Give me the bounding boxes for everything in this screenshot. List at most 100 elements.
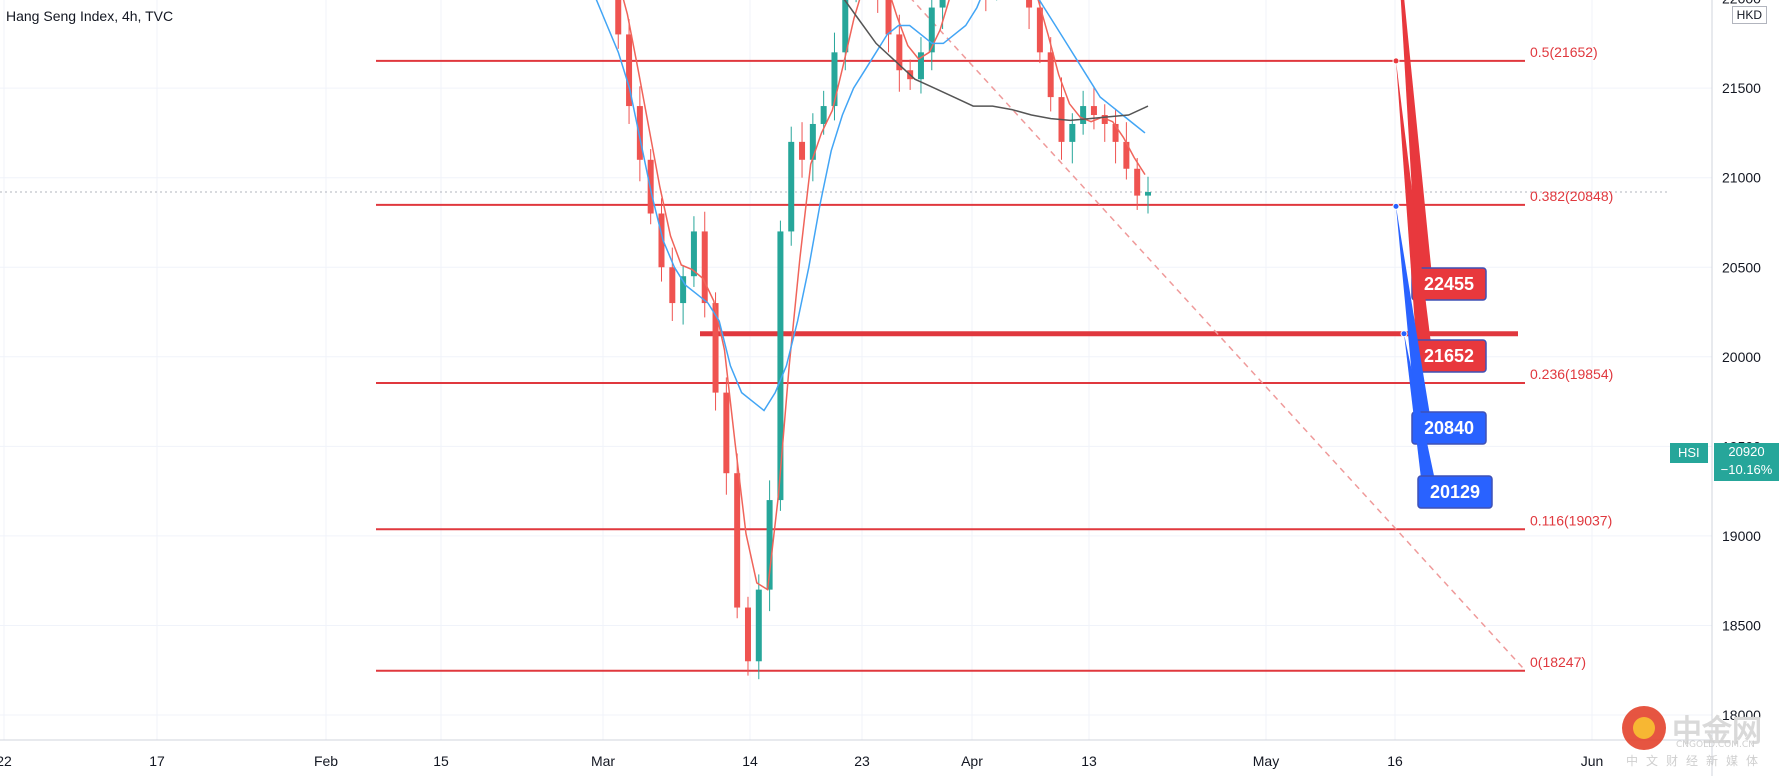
candle	[669, 247, 676, 321]
x-axis: 22 17 Feb 15 Mar 14 23 Apr 13 May 16 Jun	[0, 739, 1712, 769]
ma-blue-line	[595, 0, 1146, 412]
candle	[1047, 37, 1054, 112]
candle	[877, 0, 879, 13]
candle	[896, 14, 903, 92]
fib-level-label: 0.382(20848)	[1530, 188, 1613, 204]
candle-body	[680, 276, 687, 304]
y-tick-label: 19000	[1722, 528, 1761, 544]
candle-body	[1080, 106, 1087, 124]
x-tick-label: 16	[1387, 753, 1403, 769]
candle	[1145, 176, 1151, 214]
candle	[680, 265, 687, 325]
fib-level-label: 0.236(19854)	[1530, 366, 1613, 382]
x-tick-label: 22	[0, 753, 12, 769]
candle	[1080, 90, 1087, 135]
last-price-value: 20920	[1728, 444, 1765, 459]
last-price-tag: 20920 −10.16%	[1714, 443, 1779, 481]
candle	[1036, 0, 1043, 64]
candle-body	[885, 0, 892, 35]
candle	[755, 574, 762, 680]
callout-anchor	[1400, 330, 1408, 338]
candle-body	[896, 34, 903, 71]
trendline	[911, 0, 1526, 671]
watermark-brand: 中金网	[1672, 714, 1762, 749]
candle	[885, 0, 892, 53]
candle-body	[1123, 141, 1130, 169]
symbol-tag: HSI	[1670, 443, 1708, 463]
callout-label: 20840	[1424, 418, 1474, 438]
candle-body	[1101, 115, 1108, 124]
candle	[928, 0, 935, 71]
candle-body	[799, 141, 806, 160]
x-tick-label: Jun	[1581, 753, 1604, 769]
watermark-logo	[1620, 704, 1779, 774]
candle	[917, 37, 924, 94]
x-tick-label: 23	[854, 753, 870, 769]
price-change: −10.16%	[1720, 462, 1773, 477]
y-tick-label: 21500	[1722, 80, 1761, 96]
x-tick-label: Feb	[314, 753, 338, 769]
candlesticks	[615, 0, 1151, 680]
x-tick-label: 15	[433, 753, 449, 769]
candle	[788, 126, 795, 246]
y-tick-label: 18000	[1722, 707, 1761, 723]
candle	[1069, 113, 1076, 164]
callout-anchor	[1392, 202, 1400, 210]
candle-body	[831, 52, 838, 107]
candle-body	[1090, 106, 1097, 116]
candle-body	[744, 607, 751, 662]
fib-levels: 1(25057)0.852(24049)0.736(23259)0.618(22…	[376, 0, 1613, 672]
y-tick-label: 21000	[1722, 170, 1761, 186]
price-callout: 22455	[1400, 0, 1487, 301]
candle-body	[723, 392, 730, 474]
candle	[766, 480, 773, 612]
candle	[658, 198, 665, 282]
candle-body	[626, 34, 633, 107]
candle-body	[690, 231, 697, 277]
moving-averages	[595, 0, 1149, 591]
chart-title: Hang Seng Index, 4h, TVC	[6, 8, 174, 24]
callout-pointer	[1396, 60, 1434, 369]
callout-box	[1417, 475, 1493, 509]
candle-body	[1069, 123, 1076, 142]
candle	[799, 122, 806, 178]
candle-body	[928, 7, 935, 53]
candle	[1101, 104, 1108, 142]
callout-box	[1411, 411, 1487, 445]
callout-label: 20129	[1430, 482, 1480, 502]
candle-body	[1026, 0, 1033, 8]
candle-body	[712, 303, 719, 393]
fib-level-label: 0.116(19037)	[1530, 512, 1612, 528]
candle-body	[1112, 123, 1119, 142]
candle	[615, 0, 622, 49]
candle-body	[636, 106, 643, 160]
candle	[723, 377, 730, 495]
watermark-tagline: 中文财经新媒体	[1626, 754, 1767, 768]
ma-black-line	[843, 0, 1149, 122]
candle-body	[917, 52, 924, 80]
candle	[1090, 86, 1097, 130]
candle	[734, 453, 741, 619]
y-tick-label: 18500	[1722, 617, 1761, 633]
candle-body	[669, 267, 676, 304]
candle	[1026, 0, 1033, 30]
y-tick-label: 20000	[1722, 349, 1761, 365]
y-axis: 1800018500190001950020000205002100021500…	[1711, 0, 1761, 776]
candle	[1134, 157, 1141, 210]
candle-body	[615, 0, 622, 35]
callout-pointer	[1396, 206, 1434, 440]
candle-body	[1134, 168, 1141, 196]
candle-body	[842, 0, 849, 53]
candle	[690, 216, 697, 287]
callout-pointer	[1404, 333, 1440, 504]
x-tick-label: 13	[1081, 753, 1097, 769]
currency-badge[interactable]: HKD	[1731, 6, 1767, 24]
candle	[831, 32, 838, 121]
y-tick-label: 22000	[1722, 0, 1761, 7]
candle	[636, 86, 643, 182]
candle-body	[658, 213, 665, 268]
x-tick-label: 14	[742, 753, 758, 769]
candle-body	[701, 231, 708, 304]
price-callout: 20129	[1400, 330, 1493, 509]
